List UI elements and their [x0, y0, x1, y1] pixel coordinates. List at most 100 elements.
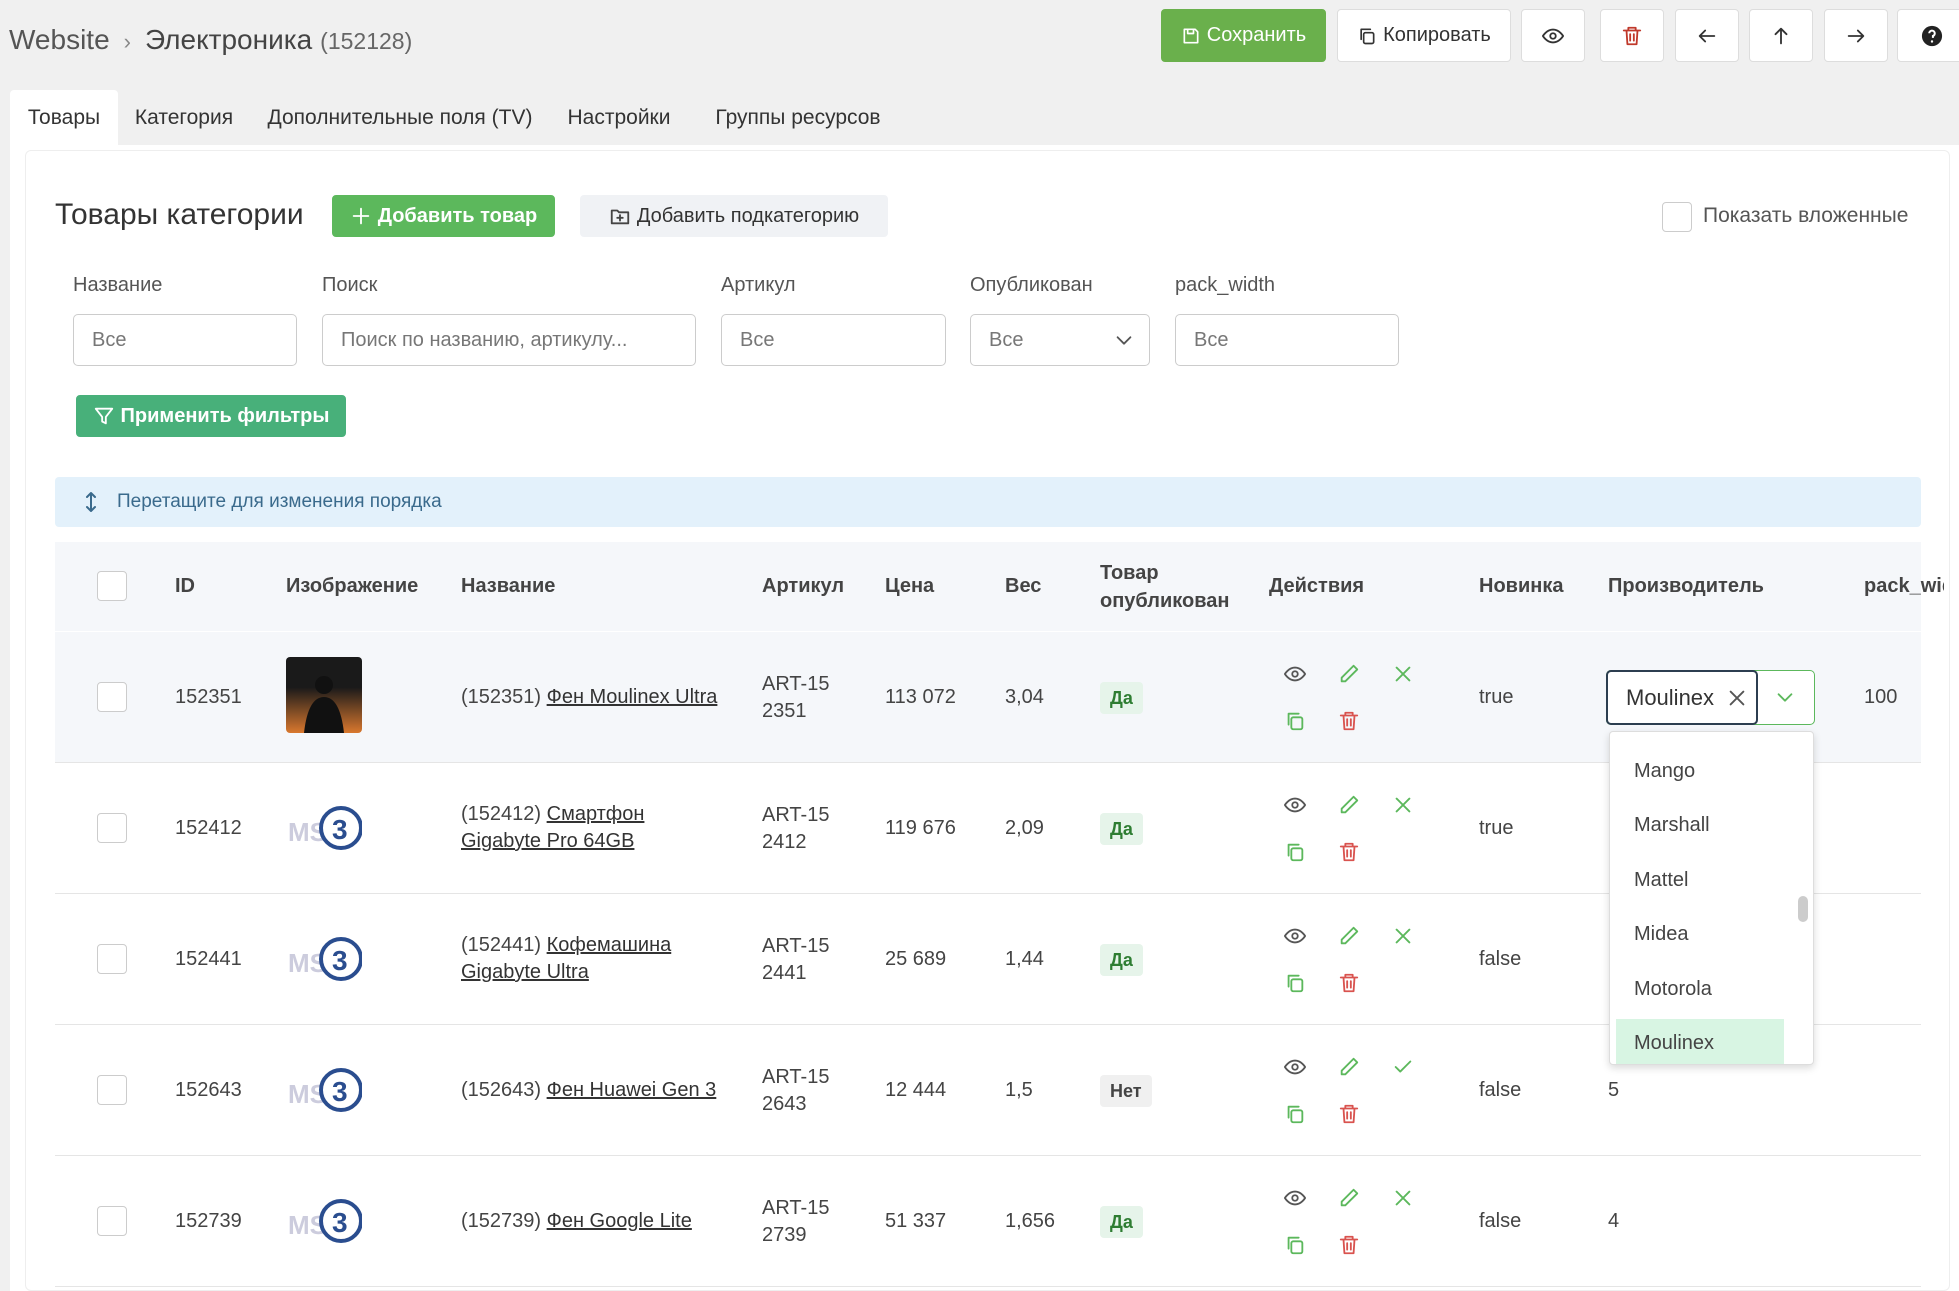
action-pen[interactable] [1338, 794, 1360, 821]
add-product-button[interactable]: Добавить товар [332, 195, 555, 237]
filter-label: Артикул [721, 274, 796, 296]
action-copy[interactable] [1284, 1234, 1306, 1261]
action-eye[interactable] [1284, 794, 1306, 821]
product-link[interactable]: Фен Moulinex Ultra [546, 686, 718, 708]
action-trash[interactable] [1338, 841, 1360, 868]
action-trash[interactable] [1338, 1234, 1360, 1261]
dropdown-option[interactable]: Mango [1634, 759, 1696, 782]
filter-input[interactable]: Поиск по названию, артикулу... [322, 314, 696, 366]
header-checkbox[interactable] [97, 571, 127, 601]
row-checkbox[interactable] [97, 944, 127, 974]
action-pen[interactable] [1338, 663, 1360, 690]
action-copy[interactable] [1284, 710, 1306, 737]
manufacturer-select[interactable]: Moulinex [1606, 670, 1815, 725]
dropdown-option[interactable]: Mattel [1634, 868, 1689, 891]
dropdown-option[interactable]: Moulinex [1616, 1018, 1784, 1064]
action-eye[interactable] [1284, 925, 1306, 952]
tab[interactable]: Категория [134, 105, 234, 129]
cell-id: 152441 [175, 948, 242, 970]
clear-icon[interactable] [1726, 687, 1748, 715]
filter-input[interactable]: Все [1175, 314, 1399, 366]
action-trash[interactable] [1338, 972, 1360, 999]
filter-input[interactable]: Все [721, 314, 946, 366]
filter-input[interactable]: Все [73, 314, 297, 366]
filter-caret [1113, 329, 1135, 357]
breadcrumb-root[interactable]: Website [9, 24, 110, 55]
action-x[interactable] [1392, 925, 1414, 952]
help-button[interactable] [1897, 9, 1959, 62]
action-copy[interactable] [1284, 972, 1306, 999]
cell-weight: 2,09 [1005, 817, 1044, 839]
cell-weight: 3,04 [1005, 686, 1044, 708]
product-link[interactable]: Фен Google Lite [546, 1210, 692, 1232]
eye-button[interactable] [1521, 9, 1585, 62]
apply-filters-button[interactable]: Применить фильтры [76, 395, 346, 437]
copy-button[interactable]: Копировать [1337, 9, 1511, 62]
notice-text: Перетащите для изменения порядка [117, 491, 442, 512]
action-eye[interactable] [1284, 1056, 1306, 1083]
tab[interactable]: Группы ресурсов [715, 105, 881, 129]
product-image: MS 3 [286, 1198, 363, 1244]
row-checkbox[interactable] [97, 813, 127, 843]
tab[interactable]: Товары [10, 90, 118, 145]
cell-pack-width: 100 [1864, 686, 1898, 708]
tab[interactable]: Дополнительные поля (TV) [267, 105, 533, 129]
dropdown-option[interactable]: Motorola [1634, 977, 1712, 1000]
show-nested-checkbox[interactable] [1662, 202, 1692, 232]
published-badge: Нет [1100, 1075, 1152, 1107]
left-button[interactable] [1675, 9, 1739, 62]
dropdown-option[interactable]: Marshall [1634, 814, 1710, 836]
filter-placeholder: Поиск по названию, артикулу... [341, 328, 628, 351]
cell-weight: 1,656 [1005, 1210, 1056, 1232]
action-pen[interactable] [1338, 1056, 1360, 1083]
cell-price: 113 072 [885, 686, 956, 708]
name-prefix: (152441) [461, 934, 542, 956]
action-eye[interactable] [1284, 1187, 1306, 1214]
action-copy[interactable] [1284, 841, 1306, 868]
add-subcategory-label: Добавить подкатегорию [636, 204, 860, 227]
column-header: Действия [1269, 575, 1365, 597]
column-header: Вес [1005, 575, 1042, 597]
cell-new: false [1479, 948, 1522, 970]
product-image [286, 657, 362, 733]
product-link[interactable]: Кофемашина Gigabyte Ultra [461, 934, 672, 983]
product-link[interactable]: Смартфон Gigabyte Pro 64GB [461, 803, 645, 852]
product-image: MS 3 [286, 936, 363, 982]
svg-text:3: 3 [332, 945, 348, 976]
row-checkbox[interactable] [97, 1206, 127, 1236]
up-button[interactable] [1749, 9, 1813, 62]
column-header: Товар опубликован [1100, 561, 1230, 612]
action-x[interactable] [1392, 794, 1414, 821]
action-copy[interactable] [1284, 1103, 1306, 1130]
action-trash[interactable] [1338, 1103, 1360, 1130]
filter-input[interactable]: Все [970, 314, 1150, 366]
save-button[interactable]: Сохранить [1161, 9, 1326, 62]
action-pen[interactable] [1338, 1187, 1360, 1214]
cell-article: ART-152739 [762, 1196, 830, 1246]
trash-button[interactable] [1600, 9, 1664, 62]
table-row [55, 1156, 1921, 1287]
action-chk[interactable] [1392, 1056, 1414, 1083]
published-badge: Да [1100, 682, 1143, 714]
column-header: Цена [885, 575, 935, 597]
action-x[interactable] [1392, 1187, 1414, 1214]
action-eye[interactable] [1284, 663, 1306, 690]
cell-new: false [1479, 1079, 1522, 1101]
action-x[interactable] [1392, 663, 1414, 690]
cell-article: ART-152441 [762, 934, 830, 984]
cell-name: (152643) Фен Huawei Gen 3 [461, 1025, 721, 1156]
breadcrumb: Website › Электроника (152128) [9, 24, 412, 56]
action-trash[interactable] [1338, 710, 1360, 737]
action-pen[interactable] [1338, 925, 1360, 952]
product-link[interactable]: Фен Huawei Gen 3 [546, 1079, 717, 1101]
tab[interactable]: Настройки [567, 105, 671, 129]
dropdown-option[interactable]: Midea [1634, 923, 1689, 945]
cell-name: (152441) Кофемашина Gigabyte Ultra [461, 894, 721, 1025]
add-subcategory-button[interactable]: Добавить подкатегорию [580, 195, 888, 237]
row-checkbox[interactable] [97, 682, 127, 712]
select-caret[interactable] [1774, 686, 1796, 713]
right-button[interactable] [1824, 9, 1888, 62]
manufacturer-input[interactable]: Moulinex [1606, 670, 1758, 725]
row-checkbox[interactable] [97, 1075, 127, 1105]
section-title: Товары категории [55, 198, 304, 231]
